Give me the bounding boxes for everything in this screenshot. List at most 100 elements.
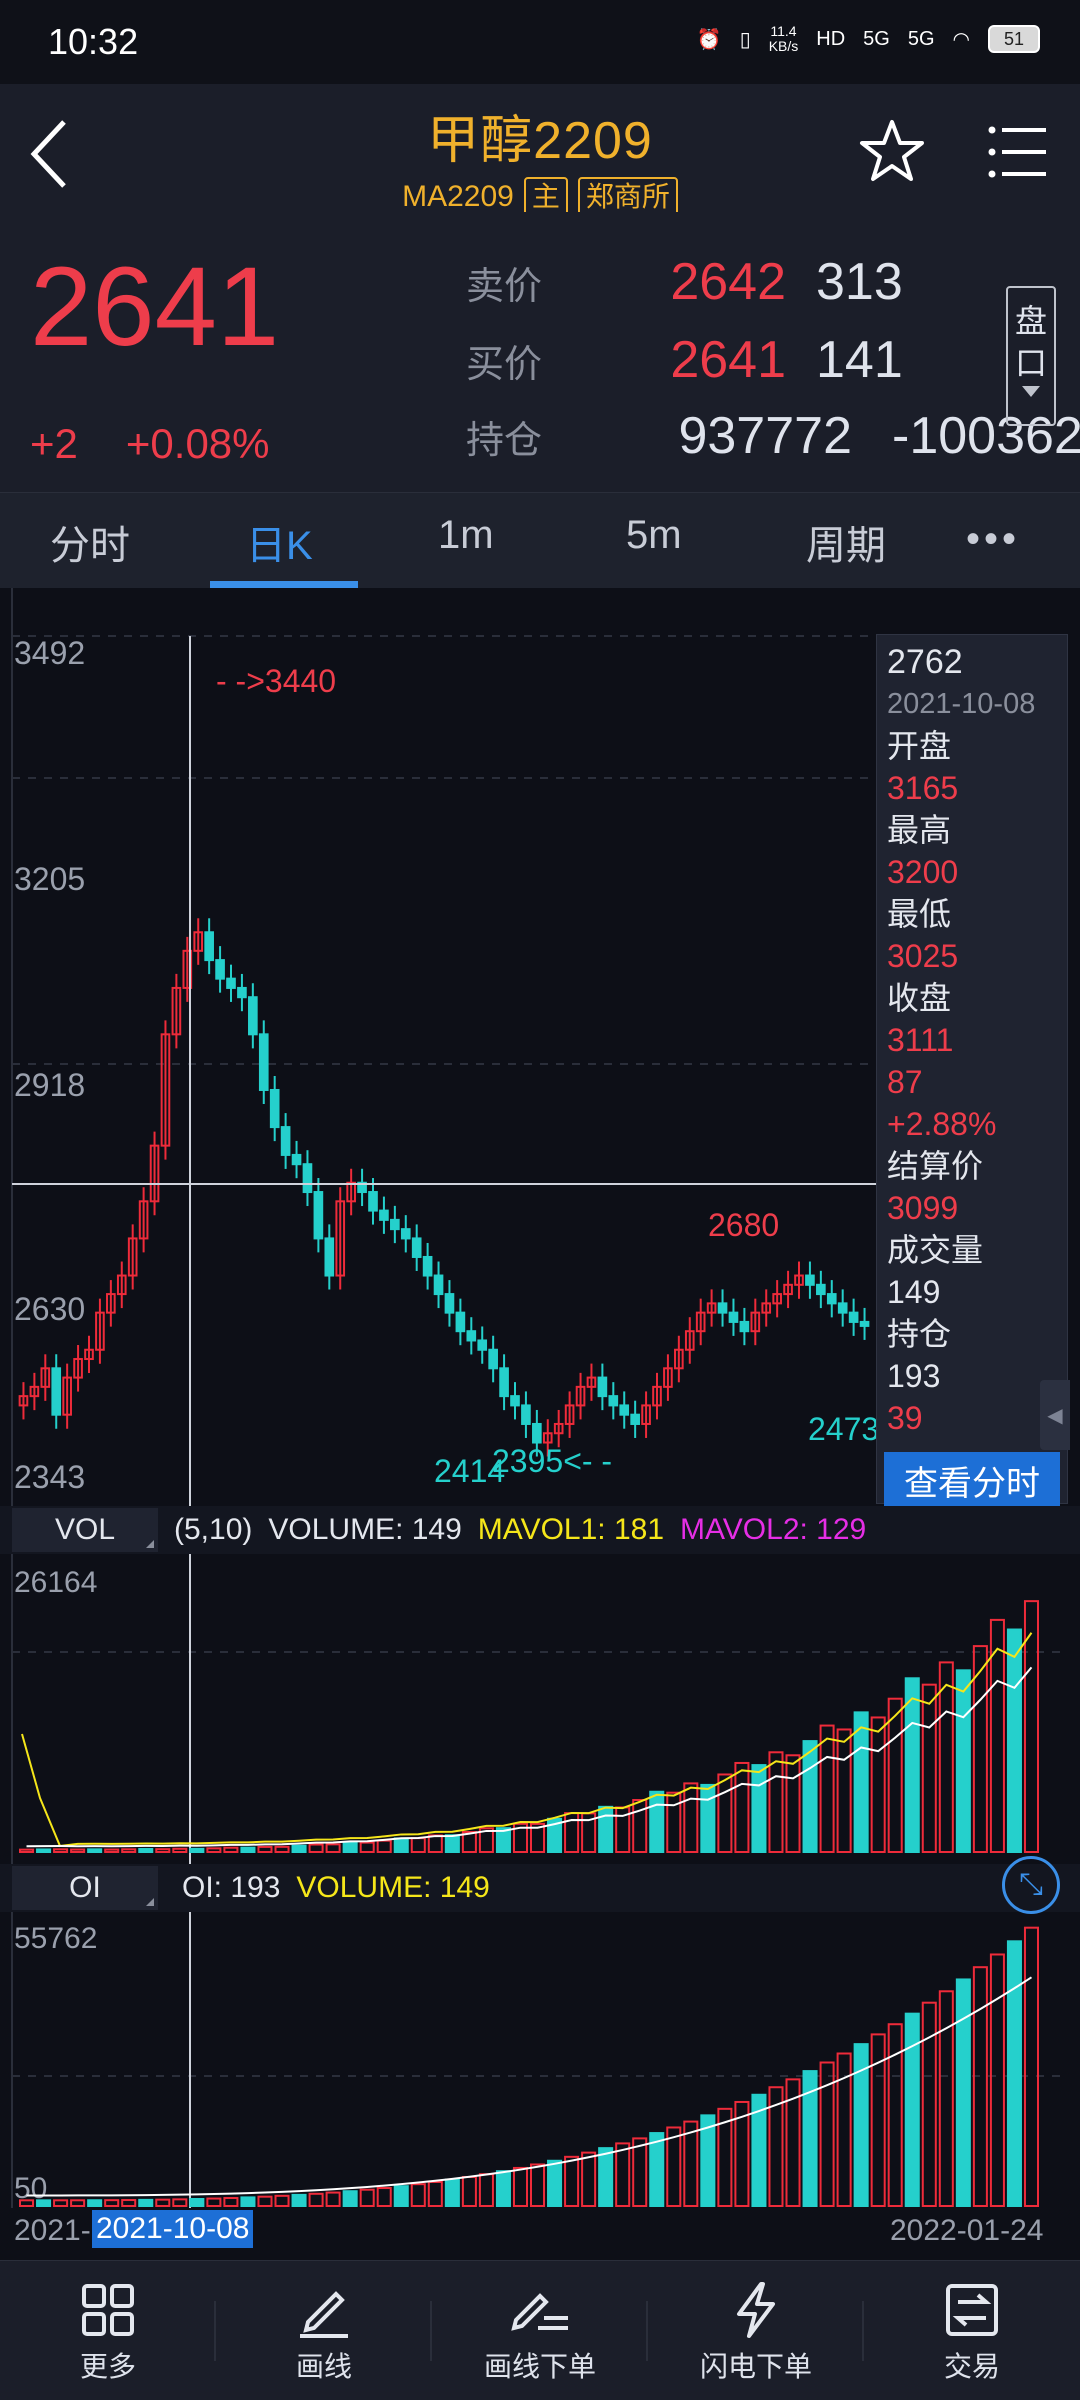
volume-bar [19,1848,35,1853]
mavol2-value: MAVOL2: 129 [680,1513,867,1546]
nav-draw-line-order[interactable]: 画线下单 [440,2275,640,2385]
view-intraday-button[interactable]: 查看分时 [884,1452,1060,1508]
order-book-toggle-button[interactable]: 盘 口 [1006,286,1056,426]
more-tabs-icon[interactable]: ••• [966,517,1021,561]
candle-body [302,1163,313,1194]
header: 甲醇2209 MA2209 主 郑商所 [0,84,1080,217]
nav-trade-label: 交易 [943,2351,1000,2382]
tab-period[interactable]: 周期 [806,524,886,568]
candle-body [488,1348,498,1370]
candle-body [84,1348,94,1361]
nav-draw-line-label: 画线 [295,2351,352,2382]
oi-bar [240,2196,256,2207]
tab-daily-k[interactable]: 日K [246,524,313,568]
nav-trade[interactable]: 交易 [872,2275,1072,2385]
candle-body [422,1255,433,1277]
volume-bar [666,1791,682,1854]
nav-divider [862,2301,864,2361]
oi-indicator-bar: OI OI: 193 VOLUME: 149 [0,1864,1080,1912]
candle-body [390,1218,400,1231]
candle-body [313,1191,324,1240]
oi-bar [512,2166,529,2208]
date-axis-end: 2022-01-24 [890,2214,1044,2247]
candle-body [40,1367,51,1388]
menu-icon[interactable] [988,124,1048,180]
volume-bar [155,1848,171,1853]
oi-bar [836,2052,852,2207]
info-settle-label: 结算价 [887,1148,984,1184]
candle-body [324,1237,335,1277]
candle-body [455,1311,466,1333]
tab-1m[interactable]: 1m [438,513,494,557]
candle-body [706,1302,717,1314]
nav-flash-order[interactable]: 闪电下单 [656,2275,856,2385]
candle-body [368,1191,378,1212]
info-volume: 149 [887,1274,941,1310]
nav-more[interactable]: 更多 [8,2275,208,2385]
volume-bar [649,1790,665,1854]
volume-bar [836,1728,852,1853]
candle-body [794,1274,804,1286]
candle-body [553,1422,564,1435]
volume-bar [1023,1600,1040,1854]
signal-icon-1: 5G [863,27,890,50]
oi-bar [53,2199,69,2207]
candle-body [608,1395,619,1407]
chart-area[interactable]: 3492 3205 2918 2630 2343 - ->3440 2680 2… [0,588,1080,2260]
candle-body [684,1330,695,1351]
oi-bars [19,1926,1040,2208]
oi-bar [376,2187,392,2207]
volume-bar [495,1827,511,1854]
volume-bar [104,1848,120,1853]
candle-body [269,1088,280,1129]
candle-body [51,1367,62,1416]
date-axis-start: 2021- [14,2214,91,2247]
candle-body [357,1181,367,1194]
volume-bar [478,1827,494,1854]
oi-bar [785,2078,801,2207]
volume-bar [461,1831,477,1854]
oi-bar [955,1978,971,2207]
oi-bar [325,2191,341,2207]
volume-bar [683,1782,699,1853]
collapse-panel-handle[interactable]: ◀ [1040,1380,1070,1450]
open-interest-row: 持仓 937772 -100362 [466,406,1080,466]
oi-bar [683,2120,699,2208]
oi-bar [666,2126,682,2207]
volume-bar [989,1618,1005,1854]
candle-body [663,1367,673,1388]
trade-exchange-icon [872,2275,1072,2345]
fullscreen-expand-icon[interactable]: ⤡ [1002,1856,1060,1914]
oi-bar [121,2199,137,2207]
volume-bar [700,1783,716,1854]
candle-body [29,1385,40,1398]
nav-draw-line[interactable]: 画线 [224,2275,424,2385]
volume-bar [410,1837,426,1853]
volume-bar [138,1848,154,1853]
nav-divider [646,2301,648,2361]
volume-bar [768,1751,784,1853]
candle-body [182,949,193,989]
candle-body [564,1404,575,1425]
candle-body [542,1432,553,1444]
tab-intraday[interactable]: 分时 [50,524,130,568]
mavol2-line [26,1666,1033,1848]
date-axis: 2021- 2021-10-08 2022-01-24 [0,2208,1080,2252]
volume-bar [904,1677,920,1853]
oi-indicator-selector[interactable]: OI [12,1866,158,1910]
oi-bar [598,2147,614,2207]
volume-indicator-selector[interactable]: VOL [12,1508,158,1552]
oi-y-max: 55762 [14,1922,97,1955]
volume-bar [189,1847,205,1854]
info-settle: 3099 [887,1190,959,1226]
tab-5m[interactable]: 5m [626,513,682,557]
chevron-down-icon [1022,386,1040,397]
volume-bar [853,1711,869,1853]
candle-info-panel: 2762 2021-10-08 开盘 3165 最高 3200 最低 3025 … [876,634,1068,1504]
back-icon[interactable] [22,114,82,194]
oi-bar [206,2197,222,2207]
oi-value: OI: 193 [182,1871,281,1904]
kline-chart[interactable]: 3492 3205 2918 2630 2343 - ->3440 2680 2… [0,588,1080,2260]
favorite-star-icon[interactable] [858,118,926,186]
candle-body [641,1404,651,1425]
